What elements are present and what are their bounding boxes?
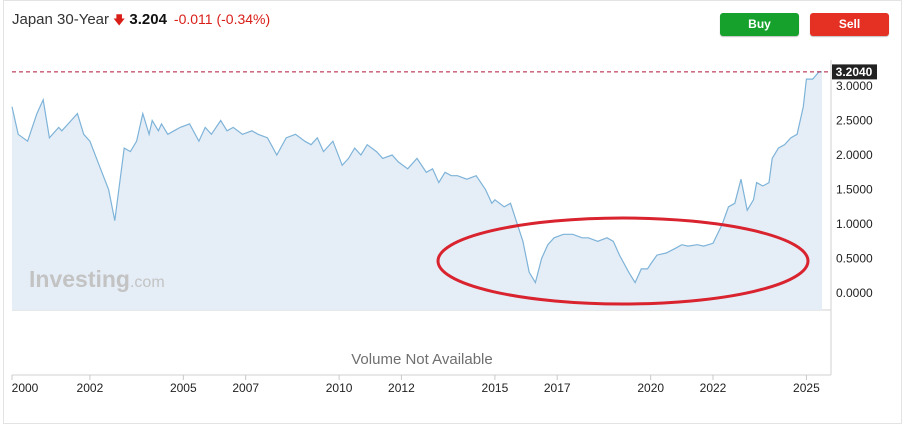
chart-frame [3, 0, 902, 424]
x-tick-label: 2002 [77, 381, 104, 395]
series-area-fill [12, 71, 822, 311]
annotation-ellipse [436, 216, 810, 306]
y-tick-label: 3.0000 [836, 79, 873, 93]
x-tick-label: 2012 [388, 381, 415, 395]
instrument-name: Japan 30-Year [12, 11, 110, 28]
x-tick-label: 2025 [793, 381, 820, 395]
x-axis-ticks: 2000 2002 2005 2007 2010 2012 2015 2017 2020 2022… [11, 375, 820, 395]
instrument-header: Japan 30-Year 🡇 3.204 -0.011 (-0.34%) [12, 11, 270, 33]
y-axis-ticks: 3.0000 2.5000 2.0000 1.5000 1.0000 0.5000 0.00… [836, 79, 873, 300]
x-tick-label: 2010 [326, 381, 353, 395]
y-tick-label: 1.5000 [836, 183, 873, 197]
x-tick-label: 2007 [232, 381, 259, 395]
down-arrow-icon: 🡇 [113, 13, 126, 27]
area-layer [11, 71, 822, 311]
investing-watermark: Investing.com [29, 266, 165, 292]
x-tick-label: 2022 [700, 381, 727, 395]
series-line [11, 71, 822, 285]
y-tick-label: 0.5000 [836, 252, 873, 266]
volume-not-available-text: Volume Not Available [351, 351, 492, 368]
y-tick-label: 1.0000 [836, 217, 873, 231]
last-price: 3.204 [129, 11, 167, 28]
y-tick-label: 2.5000 [836, 114, 873, 128]
x-tick-label: 2000 [12, 381, 39, 395]
x-tick-label: 2020 [637, 381, 664, 395]
sell-button[interactable]: Sell [810, 13, 889, 36]
svg-text:3.2040: 3.2040 [836, 65, 873, 79]
buy-button[interactable]: Buy [720, 13, 799, 36]
last-value-tag: 3.2040 [832, 64, 877, 80]
x-tick-label: 2017 [544, 381, 571, 395]
x-tick-label: 2015 [482, 381, 509, 395]
price-change: -0.011 (-0.34%) [173, 11, 271, 27]
y-tick-label: 2.0000 [836, 148, 873, 162]
y-tick-label: 0.0000 [836, 286, 873, 300]
x-tick-label: 2005 [170, 381, 197, 395]
